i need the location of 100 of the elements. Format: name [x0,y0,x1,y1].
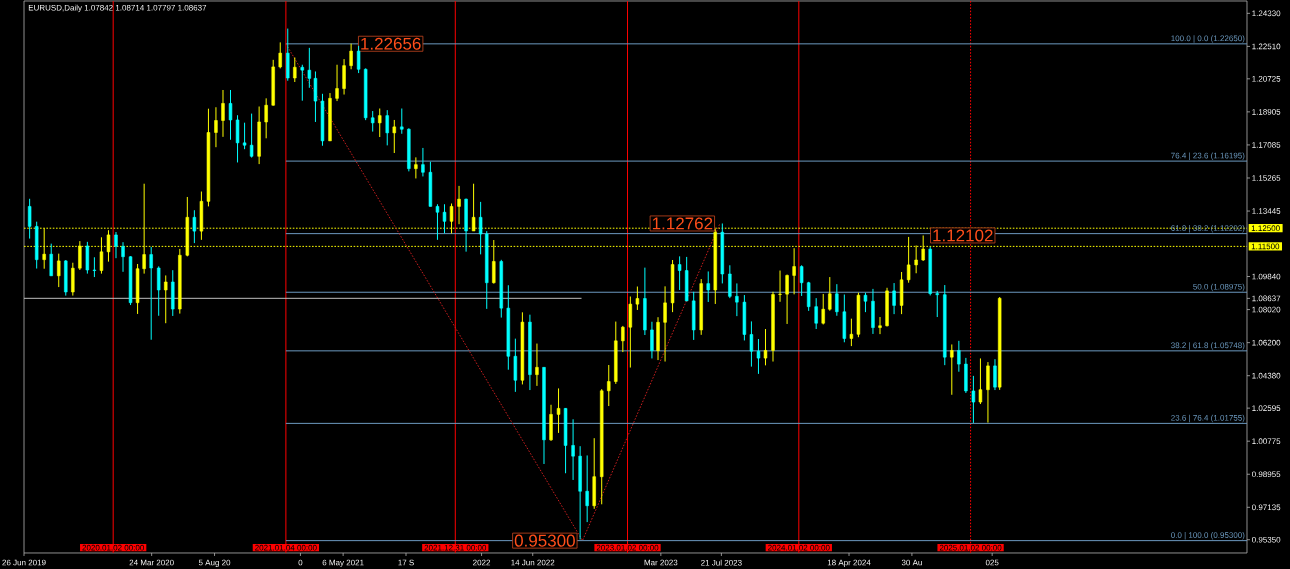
candlestick [607,364,611,407]
candlestick [935,290,939,318]
candlestick [192,209,197,244]
candlestick [378,108,382,138]
candlestick [978,357,983,405]
candlestick [556,387,561,434]
candlestick [513,338,518,393]
x-tick-label: 30 Au [901,559,922,566]
x-tick-label: 26 Jun 2019 [2,559,46,566]
y-tick-label: 1.18905 [1252,109,1281,115]
series-label: 76.4 | 23.6 (1.16195) [1171,152,1245,161]
candlestick [300,64,305,102]
ref-line-label: 2025.01.02 00:00 [939,544,1002,551]
candlestick [442,203,447,234]
y-tick-label: 1.22510 [1252,43,1281,50]
candlestick [535,343,539,387]
y-tick-label: 0.98955 [1252,471,1281,478]
candlestick [621,325,625,353]
candlestick [677,255,682,291]
annotation: 1.12102 [933,229,993,242]
ref-line-label: 2024.01.02 00:00 [768,544,830,551]
y-tick-label: 1.17085 [1252,142,1281,148]
y-tick-label: 1.15265 [1252,175,1281,181]
candlestick [264,97,268,139]
candlestick [892,282,896,315]
candlestick [806,281,811,312]
x-tick-label: 14 Jun 2022 [511,559,555,566]
candlestick [821,293,825,325]
candlestick [421,147,425,177]
candlestick [835,283,839,317]
candlestick [849,318,854,347]
ref-line-label: 2021.12.31 00:00 [424,544,487,551]
series-label: 61.8 | 38.2 (1.12202) [1171,225,1245,233]
y-tick-label: 1.09840 [1252,273,1281,280]
candlestick [778,270,782,303]
series-label: 100.0 | 0.0 (1.22650) [1171,35,1245,43]
candlestick [878,316,882,335]
candlestick [307,47,312,89]
candlestick [756,338,761,375]
candlestick [650,321,654,359]
candlestick [149,246,153,341]
candlestick [356,45,361,74]
candlestick [457,185,461,225]
candlestick [335,64,339,102]
candlestick [242,122,247,150]
y-tick-label: 1.02595 [1252,405,1281,411]
candlestick [971,375,976,424]
y-tick-label: 1.08020 [1252,306,1281,313]
y-tick-label: 1.04380 [1252,372,1281,379]
candlestick [950,343,954,396]
x-tick-label: 21 Jul 2023 [701,559,742,566]
candlestick [957,340,961,373]
series-label: 50.0 (1.08975) [1193,283,1245,292]
candlestick [663,285,667,363]
candlestick [735,282,739,317]
candlestick [828,276,832,312]
y-tick-label: 1.20725 [1252,75,1281,82]
candlestick [156,265,161,317]
candlestick [214,106,218,148]
candlestick [392,119,396,154]
candlestick [293,56,297,83]
x-tick-label: 0 [298,559,303,566]
candlestick [863,292,868,313]
x-tick-label: 24 Mar 2020 [129,559,174,566]
candlestick [228,89,233,141]
ref-line-label: 1.12500 [1251,225,1280,232]
candlestick [221,89,225,138]
candlestick [763,328,768,366]
candlestick [313,70,318,123]
x-tick-label: 17 S [398,559,414,566]
candlestick [814,297,818,330]
candlestick [785,274,789,325]
ref-line-label: 2021.01.04 00:00 [255,544,317,551]
candlestick [799,264,804,297]
candlestick [342,58,346,96]
candlestick [114,231,118,259]
candlestick [571,418,575,481]
candlestick [628,296,633,369]
candlestick [249,113,254,159]
x-tick-label: 025 [985,559,999,566]
candlestick [235,114,240,163]
candlestick [278,41,282,69]
y-tick-label: 1.24330 [1252,10,1281,17]
candlestick [71,262,75,297]
x-tick-label: 5 Aug 20 [198,559,231,567]
x-tick-label: Mar 2023 [644,559,678,566]
y-tick-label: 0.95350 [1252,536,1281,543]
candlestick [414,156,418,179]
y-tick-label: 1.06200 [1252,339,1281,346]
annotation: 1.22656 [361,37,421,50]
x-tick-label: 6 May 2021 [322,559,364,567]
candlestick [385,109,389,146]
candlestick [706,270,710,303]
candlestick [635,286,640,311]
candlestick [585,454,589,523]
candlestick [435,203,440,241]
candlestick [85,241,90,275]
ref-line-label: 2023.01.02 00:00 [596,544,659,551]
candlestick [164,274,168,324]
candlestick [99,236,104,275]
